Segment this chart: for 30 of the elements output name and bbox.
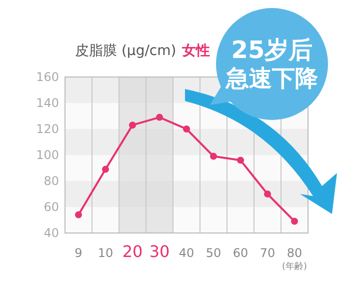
y-tick-label: 60	[44, 200, 59, 214]
point	[291, 218, 298, 225]
point	[210, 152, 217, 160]
annotation: 急速下降	[225, 66, 319, 92]
x-tick-label: 80	[286, 246, 302, 260]
point	[237, 156, 244, 164]
y-tick-label: 120	[36, 122, 59, 136]
x-tick-label: 60	[232, 246, 248, 260]
x-tick-label: 10	[98, 246, 114, 260]
x-tick-label: 50	[206, 246, 222, 260]
x-tick-label: 9	[74, 246, 82, 260]
x-tick-label: 20	[122, 242, 143, 261]
point	[183, 126, 190, 132]
text: 25岁后	[231, 36, 313, 64]
point	[129, 122, 136, 129]
point	[156, 114, 163, 121]
point	[75, 211, 82, 218]
x-tick-label: 40	[178, 246, 194, 260]
x-axis-title: (年齢)	[282, 261, 308, 272]
point	[102, 166, 109, 173]
x-tick-label: 70	[260, 246, 276, 260]
x-tick-label: 30	[149, 242, 170, 261]
text: 女性	[181, 43, 210, 59]
point	[264, 190, 271, 198]
y-tick-label: 80	[44, 174, 59, 188]
y-axis-title: 皮脂膜 (μg/cm)	[75, 43, 176, 59]
y-tick-label: 40	[44, 226, 59, 240]
y-tick-label: 140	[36, 96, 59, 110]
y-tick-label: 100	[36, 148, 59, 162]
y-tick-label: 160	[36, 70, 59, 84]
